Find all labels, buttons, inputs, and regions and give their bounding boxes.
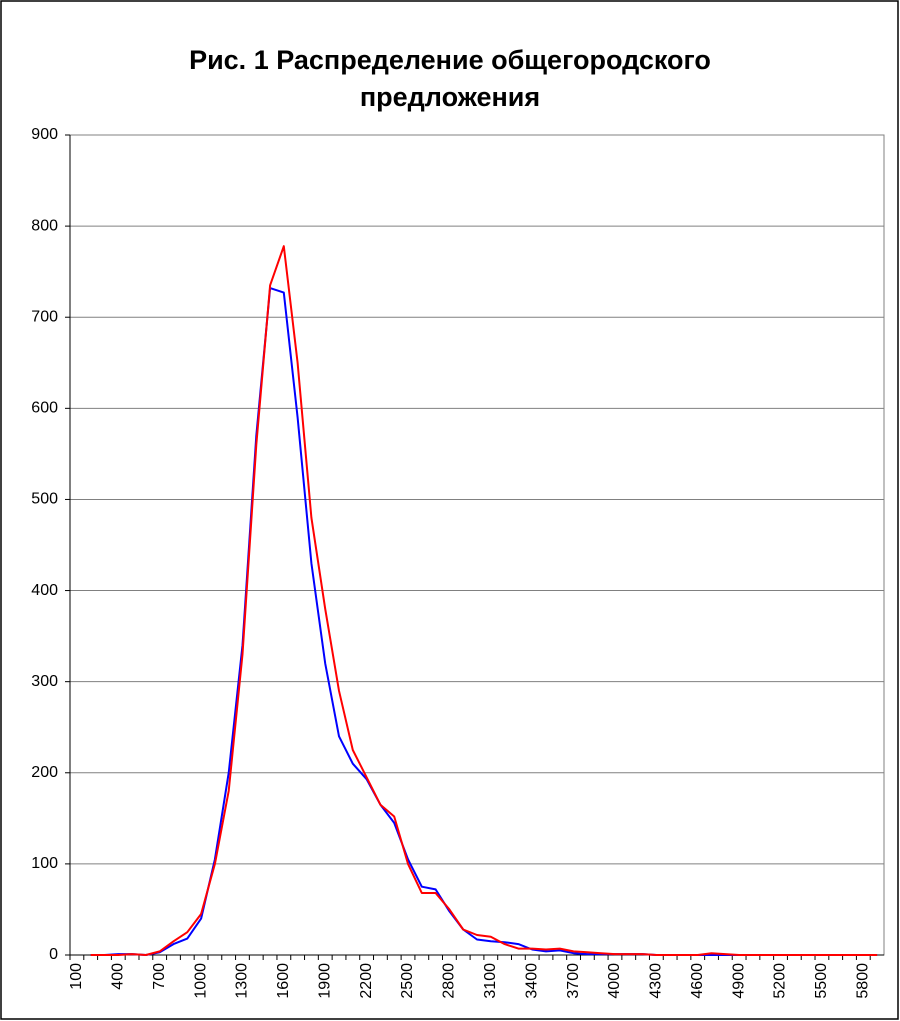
- x-tick-label: 700: [151, 963, 168, 990]
- y-tick-label: 400: [31, 582, 58, 599]
- y-tick-label: 800: [31, 217, 58, 234]
- x-tick-label: 1600: [275, 963, 292, 999]
- y-tick-label: 700: [31, 308, 58, 325]
- x-tick-label: 2500: [399, 963, 416, 999]
- x-tick-label: 400: [110, 963, 127, 990]
- y-tick-label: 500: [31, 491, 58, 508]
- y-tick-label: 900: [31, 126, 58, 143]
- x-tick-label: 4900: [730, 963, 747, 999]
- x-tick-label: 1900: [316, 963, 333, 999]
- chart-title: Рис. 1 Распределение общегородского пред…: [189, 45, 711, 112]
- x-tick-label: 4600: [689, 963, 706, 999]
- series-line: [90, 245, 878, 956]
- x-tick-label: 5500: [813, 963, 830, 999]
- x-tick-label: 5200: [772, 963, 789, 999]
- y-tick-label: 200: [31, 764, 58, 781]
- plot-area: [69, 134, 885, 956]
- x-tick-label: 3400: [523, 963, 540, 999]
- x-tick-label: 2800: [441, 963, 458, 999]
- x-tick-label: 3100: [482, 963, 499, 999]
- y-tick-label: 300: [31, 673, 58, 690]
- x-tick-label: 2200: [358, 963, 375, 999]
- y-tick-label: 600: [31, 400, 58, 417]
- x-tick-label: 4300: [648, 963, 665, 999]
- x-tick-label: 1000: [192, 963, 209, 999]
- x-tick-label: 3700: [565, 963, 582, 999]
- y-tick-label: 100: [31, 855, 58, 872]
- x-tick-label: 5800: [855, 963, 872, 999]
- x-tick-label: 100: [68, 963, 85, 990]
- x-tick-label: 4000: [606, 963, 623, 999]
- x-tick-label: 1300: [234, 963, 251, 999]
- y-tick-label: 0: [49, 946, 58, 963]
